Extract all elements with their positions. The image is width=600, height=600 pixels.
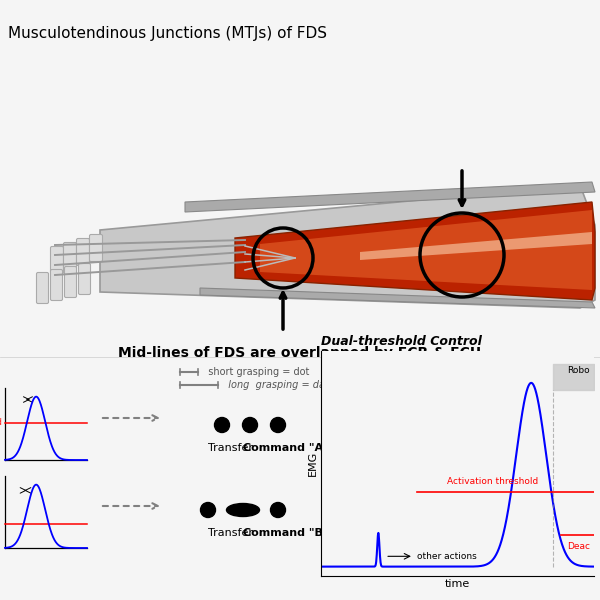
FancyBboxPatch shape [50,247,64,274]
Text: Transfer: Transfer [208,528,257,538]
Text: Musculotendinous Junctions (MTJs) of FDS: Musculotendinous Junctions (MTJs) of FDS [8,26,327,41]
Text: Dual-threshold Control: Dual-threshold Control [321,335,482,349]
FancyBboxPatch shape [50,269,62,301]
Text: Robo: Robo [567,366,590,375]
Text: Deac: Deac [567,542,590,551]
Text: short grasping = dot: short grasping = dot [202,367,310,377]
FancyBboxPatch shape [65,266,77,298]
Text: Threshold: Threshold [0,418,3,427]
FancyBboxPatch shape [79,263,91,295]
Circle shape [271,418,286,433]
FancyBboxPatch shape [89,235,103,262]
FancyBboxPatch shape [64,242,77,269]
Circle shape [242,418,257,433]
Polygon shape [235,202,595,300]
Text: Transfer: Transfer [208,443,257,453]
Circle shape [200,503,215,517]
Text: Command "B": Command "B" [243,528,329,538]
Circle shape [215,418,229,433]
Polygon shape [360,232,592,260]
Y-axis label: EMG: EMG [308,451,318,476]
Text: long  grasping = dash: long grasping = dash [222,380,336,390]
Text: Activation threshold: Activation threshold [446,477,538,486]
Text: other actions: other actions [416,552,476,561]
FancyBboxPatch shape [77,238,89,265]
Text: Mid-lines of FDS are overlapped by FCR & FCU: Mid-lines of FDS are overlapped by FCR &… [118,346,482,360]
Polygon shape [200,288,595,308]
Text: Command "A": Command "A" [243,443,329,453]
X-axis label: time: time [445,579,470,589]
Polygon shape [100,185,595,308]
FancyBboxPatch shape [37,272,49,304]
Ellipse shape [227,503,260,517]
Circle shape [271,503,286,517]
Polygon shape [185,182,595,212]
Polygon shape [260,210,592,290]
